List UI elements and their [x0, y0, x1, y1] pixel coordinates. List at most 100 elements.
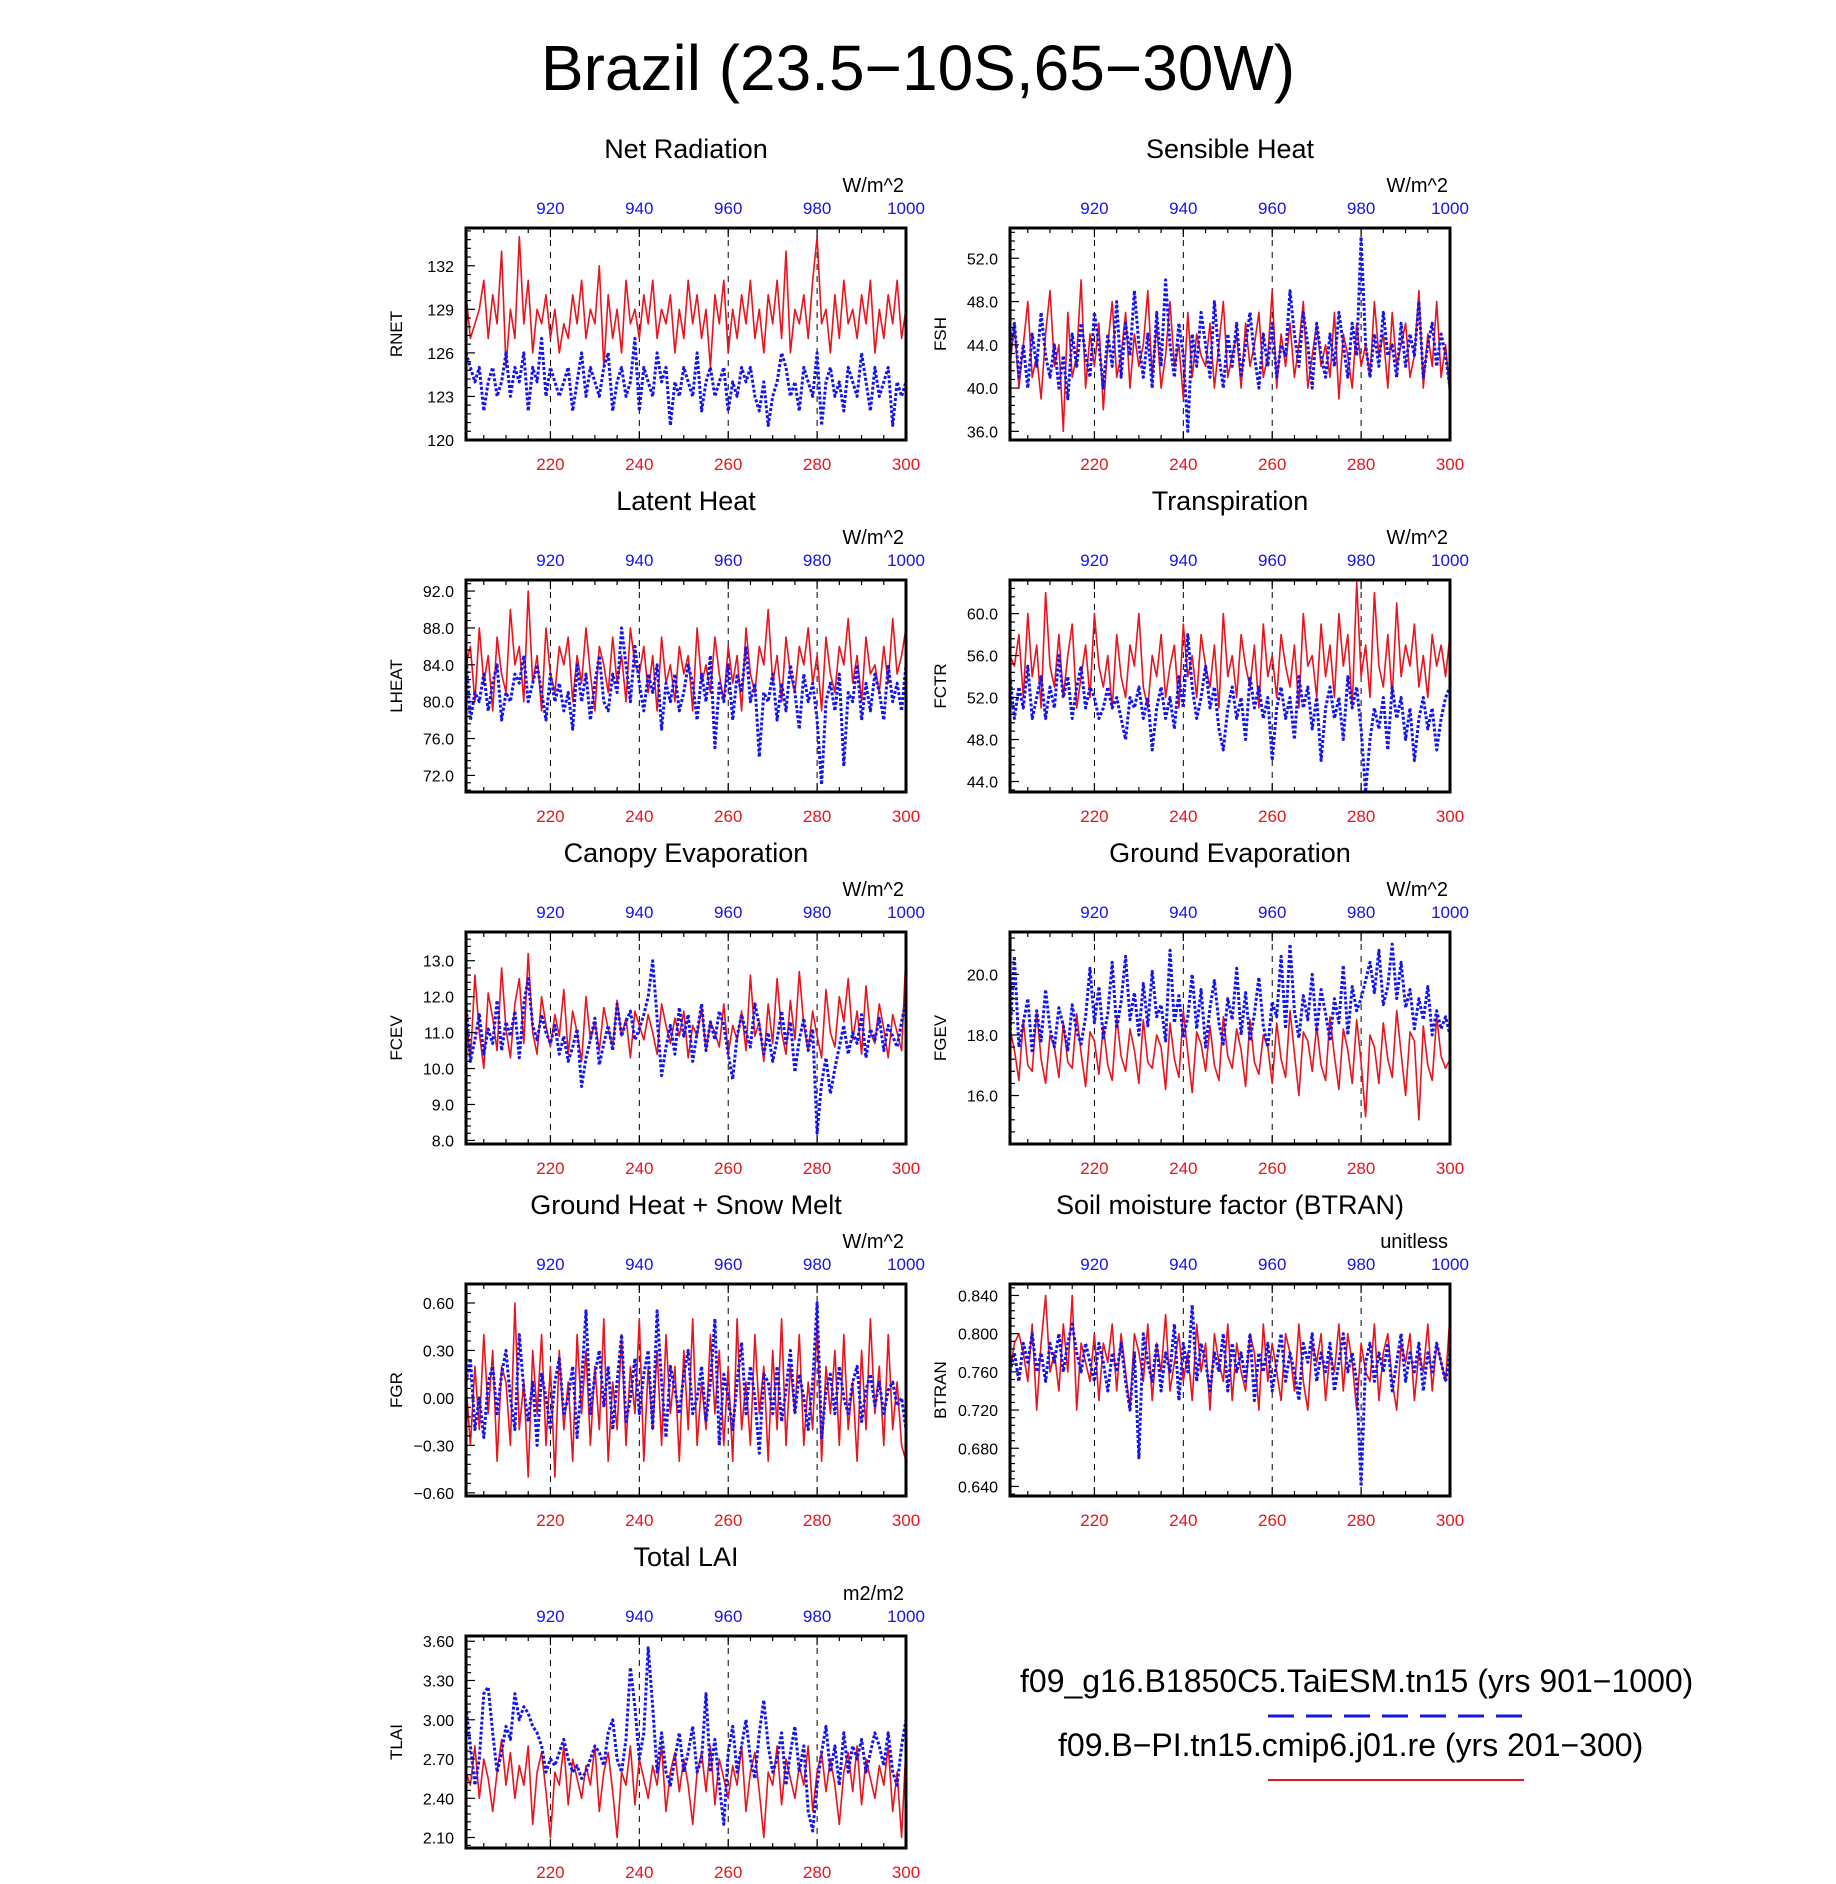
legend-entry-2-label: f09.B−PI.tn15.cmip6.j01.re (yrs 201−300)	[1058, 1727, 1643, 1763]
panel-5: Canopy Evaporation W/m^2 8.0 9.0 10.0 11.0 12.…	[387, 838, 925, 1178]
x-top-tick-label: 1000	[887, 903, 925, 922]
plot-frame	[1008, 578, 1452, 794]
y-axis-label: FGEV	[931, 1014, 950, 1061]
legend: f09_g16.B1850C5.TaiESM.tn15 (yrs 901−100…	[1020, 1663, 1693, 1781]
y-tick-label: 120	[427, 433, 454, 450]
y-tick-label: 129	[427, 302, 454, 319]
x-top-tick-label: 980	[1347, 551, 1375, 570]
x-bottom-tick-label: 220	[536, 1863, 564, 1882]
y-tick-label: 3.00	[423, 1713, 454, 1730]
x-top-tick-label: 960	[714, 199, 742, 218]
plot-frame	[1008, 1282, 1452, 1498]
panel-units: W/m^2	[1386, 175, 1448, 197]
x-top-tick-label: 960	[714, 551, 742, 570]
x-bottom-tick-label: 260	[1258, 807, 1286, 826]
series-red-line	[465, 1738, 907, 1839]
panel-8: Soil moisture factor (BTRAN) unitless 0.64…	[931, 1190, 1469, 1530]
x-top-tick-label: 1000	[1431, 551, 1469, 570]
x-top-tick-label: 980	[803, 1607, 831, 1626]
x-bottom-tick-label: 300	[892, 1159, 920, 1178]
y-tick-label: 84.0	[423, 658, 454, 675]
panel-title: Sensible Heat	[1146, 134, 1315, 164]
series-blue-line	[1008, 633, 1452, 794]
x-bottom-tick-label: 280	[803, 1159, 831, 1178]
x-top-tick-label: 980	[1347, 1255, 1375, 1274]
x-top-tick-label: 980	[803, 551, 831, 570]
y-axis-label: FSH	[931, 317, 950, 351]
x-bottom-tick-label: 280	[1347, 807, 1375, 826]
y-tick-label: 88.0	[423, 621, 454, 638]
y-tick-label: 48.0	[967, 733, 998, 750]
series-blue-line	[1008, 235, 1452, 433]
y-tick-label: 0.640	[958, 1479, 998, 1496]
x-top-tick-label: 1000	[1431, 903, 1469, 922]
plot-frame	[464, 1634, 908, 1850]
panel-6: Ground Evaporation W/m^2 16.0 18.0 20.0 220 24…	[931, 838, 1469, 1178]
y-axis-label: TLAI	[387, 1724, 406, 1760]
x-bottom-tick-label: 300	[1436, 807, 1464, 826]
y-tick-label: 13.0	[423, 954, 454, 971]
x-top-tick-label: 1000	[887, 551, 925, 570]
series-red-line	[465, 1302, 907, 1478]
panel-title: Total LAI	[633, 1542, 738, 1572]
x-bottom-tick-label: 300	[1436, 455, 1464, 474]
x-top-tick-label: 940	[1169, 903, 1197, 922]
x-top-tick-label: 920	[536, 1607, 564, 1626]
y-tick-label: 36.0	[967, 424, 998, 441]
x-top-tick-label: 940	[1169, 1255, 1197, 1274]
y-tick-label: 18.0	[967, 1028, 998, 1045]
series-red-line	[465, 235, 907, 369]
x-top-tick-label: 920	[1080, 1255, 1108, 1274]
x-top-tick-label: 1000	[1431, 199, 1469, 218]
x-bottom-tick-label: 280	[803, 1863, 831, 1882]
x-top-tick-label: 920	[1080, 199, 1108, 218]
x-top-tick-label: 960	[714, 1607, 742, 1626]
x-top-tick-label: 960	[714, 1255, 742, 1274]
y-tick-label: −0.30	[414, 1438, 455, 1455]
x-top-tick-label: 920	[536, 1255, 564, 1274]
panel-9: Total LAI m2/m2 2.10 2.40 2.70 3.00 3.30 3.60 22…	[387, 1542, 925, 1882]
x-top-tick-label: 940	[1169, 551, 1197, 570]
x-top-tick-label: 940	[625, 551, 653, 570]
x-bottom-tick-label: 280	[803, 455, 831, 474]
series-red-line	[1009, 1009, 1451, 1121]
x-bottom-tick-label: 220	[1080, 1511, 1108, 1530]
x-bottom-tick-label: 260	[714, 1511, 742, 1530]
x-bottom-tick-label: 280	[1347, 1511, 1375, 1530]
x-top-tick-label: 960	[1258, 199, 1286, 218]
x-top-tick-label: 980	[1347, 903, 1375, 922]
y-tick-label: 12.0	[423, 990, 454, 1007]
x-top-tick-label: 940	[625, 903, 653, 922]
x-top-tick-label: 980	[803, 1255, 831, 1274]
panel-title: Transpiration	[1152, 486, 1309, 516]
y-axis-label: LHEAT	[387, 659, 406, 713]
x-top-tick-label: 980	[1347, 199, 1375, 218]
panel-units: W/m^2	[842, 879, 904, 901]
series-blue-line	[464, 336, 908, 427]
x-bottom-tick-label: 300	[892, 1863, 920, 1882]
panel-title: Net Radiation	[604, 134, 768, 164]
x-bottom-tick-label: 220	[536, 455, 564, 474]
x-bottom-tick-label: 280	[1347, 455, 1375, 474]
x-top-tick-label: 940	[625, 1255, 653, 1274]
x-bottom-tick-label: 240	[1169, 455, 1197, 474]
x-bottom-tick-label: 260	[1258, 455, 1286, 474]
x-top-tick-label: 960	[1258, 551, 1286, 570]
y-tick-label: 16.0	[967, 1089, 998, 1106]
series-red-line	[1009, 279, 1451, 433]
y-tick-label: 0.00	[423, 1391, 454, 1408]
x-bottom-tick-label: 260	[714, 455, 742, 474]
y-tick-label: 2.70	[423, 1752, 454, 1769]
y-tick-label: 20.0	[967, 967, 998, 984]
x-top-tick-label: 1000	[887, 1607, 925, 1626]
x-top-tick-label: 1000	[887, 1255, 925, 1274]
x-bottom-tick-label: 280	[803, 807, 831, 826]
y-tick-label: 10.0	[423, 1062, 454, 1079]
figure-title: Brazil (23.5−10S,65−30W)	[541, 32, 1295, 104]
x-top-tick-label: 960	[1258, 1255, 1286, 1274]
panel-units: unitless	[1380, 1231, 1448, 1253]
y-tick-label: 132	[427, 259, 454, 276]
x-bottom-tick-label: 260	[714, 1863, 742, 1882]
y-tick-label: 8.0	[432, 1133, 454, 1150]
